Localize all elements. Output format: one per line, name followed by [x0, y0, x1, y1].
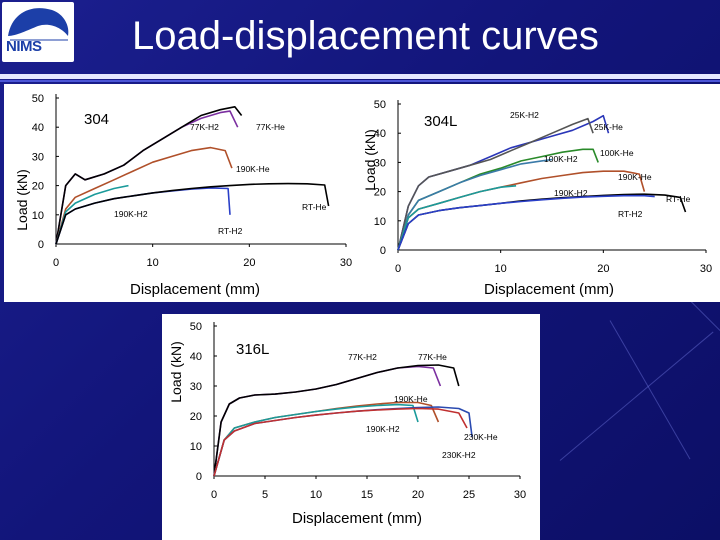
series-label: RT-H2: [218, 226, 243, 236]
x-tick-label: 20: [412, 489, 424, 501]
series-label: 100K-He: [600, 148, 634, 158]
series-line-100k-he: [397, 148, 599, 251]
nims-logo-icon: [8, 8, 69, 41]
chart-panel-304L: 0 10 20 30 40 50 0 10 20 30 304L 25K-H2 25K-He 100K-H…: [360, 84, 720, 302]
series-label: 190K-He: [236, 164, 270, 174]
series-label: 100K-H2: [544, 154, 578, 164]
y-tick-label: 20: [190, 411, 202, 423]
logo-text: NIMS: [6, 38, 42, 55]
x-tick-label: 30: [700, 263, 712, 275]
series-line-190k-h2: [213, 403, 419, 477]
chart-304L: 0 10 20 30 40 50 0 10 20 30 304L 25K-H2 25K-He 100K-H…: [374, 99, 712, 275]
x-tick-label: 0: [395, 263, 401, 275]
chart-panel-316L: 0 10 20 30 40 50 0 5 10 15 20 25 30 316L 77K-H2 77K-He 1…: [162, 314, 540, 540]
y-tick-label: 30: [374, 157, 386, 169]
series-line-230k-h2: [213, 407, 468, 477]
background-line: [559, 331, 714, 461]
y-tick-label: 10: [374, 216, 386, 228]
y-tick-label: 40: [32, 122, 44, 134]
y-axis-label: Load (kN): [14, 169, 30, 231]
y-tick-label: 30: [32, 151, 44, 163]
material-label: 316L: [236, 341, 269, 358]
series-label: 230K-H2: [442, 450, 476, 460]
chart-panel-304: 0 10 20 30 40 50 0 10 20 30 304 77K-H2 77K-He 190K-He…: [4, 84, 362, 302]
series-label: 190K-He: [618, 172, 652, 182]
series-label: 190K-He: [394, 394, 428, 404]
y-axis-label: Load (kN): [362, 129, 378, 191]
x-tick-label: 30: [340, 257, 352, 269]
series-line-190k-h2: [397, 185, 517, 251]
y-tick-label: 50: [374, 99, 386, 111]
x-tick-label: 10: [495, 263, 507, 275]
series-label: 230K-He: [464, 432, 498, 442]
series-label: 25K-He: [594, 122, 623, 132]
series-label: RT-He: [666, 194, 691, 204]
series-line-rt-he: [55, 182, 330, 245]
y-tick-label: 20: [374, 187, 386, 199]
series-label: 190K-H2: [554, 188, 588, 198]
background-line: [609, 320, 691, 460]
series-line-190k-he: [397, 170, 646, 251]
x-tick-label: 0: [53, 257, 59, 269]
series-line-100k-h2: [397, 158, 553, 251]
series-label: 77K-H2: [348, 352, 377, 362]
page-title: Load-displacement curves: [132, 14, 599, 58]
series-label: 77K-He: [256, 122, 285, 132]
series-line-77k-h2: [213, 365, 442, 477]
series-line-77k-he: [213, 364, 460, 477]
header-divider-accent: [0, 80, 720, 82]
series-label: RT-H2: [618, 209, 643, 219]
series-line-rt-h2: [397, 194, 655, 251]
y-tick-label: 10: [32, 210, 44, 222]
x-tick-label: 20: [597, 263, 609, 275]
x-tick-label: 10: [147, 257, 159, 269]
x-axis-label: Displacement (mm): [484, 281, 615, 298]
series-line-77k-he: [55, 105, 243, 245]
x-tick-label: 5: [262, 489, 268, 501]
x-axis-label: Displacement (mm): [292, 510, 423, 527]
series-label: 190K-H2: [114, 209, 148, 219]
x-tick-label: 10: [310, 489, 322, 501]
x-tick-label: 20: [243, 257, 255, 269]
y-tick-label: 0: [38, 239, 44, 251]
series-line-190k-he: [55, 146, 233, 245]
series-label: 25K-H2: [510, 110, 539, 120]
material-label: 304: [84, 111, 109, 128]
nims-logo: NIMS: [2, 2, 74, 62]
chart-304: 0 10 20 30 40 50 0 10 20 30 304 77K-H2 77K-He 190K-He…: [32, 93, 352, 269]
x-tick-label: 15: [361, 489, 373, 501]
y-tick-label: 50: [190, 321, 202, 333]
y-tick-label: 0: [380, 245, 386, 257]
y-tick-label: 30: [190, 381, 202, 393]
y-tick-label: 40: [190, 351, 202, 363]
y-tick-label: 0: [196, 471, 202, 483]
series-label: 77K-He: [418, 352, 447, 362]
x-tick-label: 0: [211, 489, 217, 501]
series-label: RT-He: [302, 202, 327, 212]
header-divider: [0, 74, 720, 79]
y-tick-label: 20: [32, 181, 44, 193]
x-tick-label: 30: [514, 489, 526, 501]
chart-316L: 0 10 20 30 40 50 0 5 10 15 20 25 30 316L 77K-H2 77K-He 1…: [190, 321, 526, 501]
series-line-25k-he: [397, 117, 594, 251]
series-label: 190K-H2: [366, 424, 400, 434]
x-axis-label: Displacement (mm): [130, 281, 261, 298]
series-label: 77K-H2: [190, 122, 219, 132]
material-label: 304L: [424, 113, 457, 130]
series-line-230k-he: [213, 406, 473, 477]
y-tick-label: 50: [32, 93, 44, 105]
y-axis-label: Load (kN): [168, 341, 184, 403]
y-tick-label: 10: [190, 441, 202, 453]
x-tick-label: 25: [463, 489, 475, 501]
series-line-25k-h2: [397, 114, 610, 251]
y-tick-label: 40: [374, 128, 386, 140]
